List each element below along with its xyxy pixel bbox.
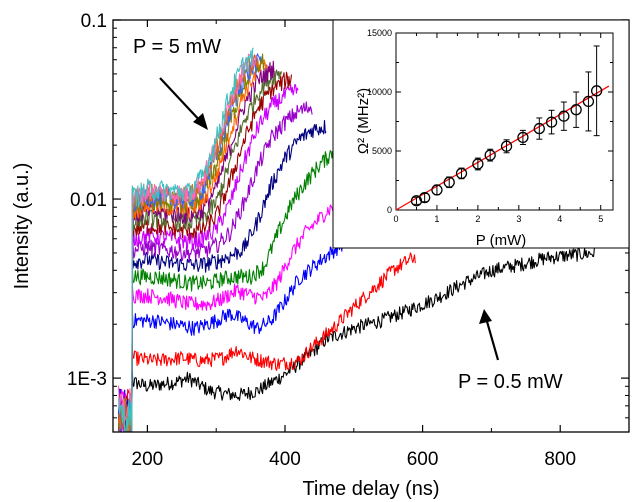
intensity-curve [118, 192, 348, 426]
inset-y-tick-label: 5000 [372, 146, 392, 156]
intensity-curve [117, 246, 596, 423]
inset-data-point [455, 167, 468, 180]
main-x-tick-label: 400 [269, 449, 301, 470]
main-x-tick-label: 800 [544, 449, 576, 470]
main-y-axis-title: Intensity (a.u.) [11, 163, 33, 290]
annotation-top-arrow-shaft [159, 77, 204, 125]
inset-data-point [582, 95, 595, 108]
main-y-tick-label: 0.01 [70, 190, 107, 211]
annotation-bottom-label: P = 0.5 mW [458, 371, 563, 393]
inset-data-point [517, 131, 529, 144]
inset-background [332, 19, 630, 249]
inset-series [395, 45, 610, 211]
annotation-bottom: P = 0.5 mW [458, 309, 563, 393]
intensity-curve [117, 59, 268, 432]
inset-data-point [590, 85, 603, 97]
inset-data-point [443, 176, 455, 188]
main-y-tick-label: 0.1 [81, 11, 107, 32]
inset-data-point [533, 122, 545, 135]
main-x-tick-label: 600 [407, 449, 439, 470]
annotation-bottom-arrow-shaft [484, 317, 500, 361]
inset-data-point [500, 140, 513, 152]
main-y-tick-label: 1E-3 [67, 369, 107, 390]
inset-x-tick-label: 4 [557, 214, 562, 224]
intensity-curve [117, 252, 416, 429]
inset-chart: 0 1 2 3 4 5 0 5000 10000 15000 P (mW) Ω² (MHz²) [332, 19, 630, 249]
inset-data-point [545, 116, 558, 128]
inset-x-tick-label: 5 [598, 214, 603, 224]
main-x-axis-title: Time delay (ns) [302, 478, 439, 500]
inset-data-point [558, 110, 570, 122]
main-curves [117, 47, 596, 432]
inset-y-tick-label: 0 [387, 205, 392, 215]
inset-x-tick-label: 0 [393, 214, 398, 224]
inset-ticks: 0 1 2 3 4 5 0 5000 10000 15000 [367, 28, 613, 224]
intensity-curve [117, 47, 254, 432]
intensity-curve [117, 150, 334, 432]
intensity-curve [118, 71, 293, 432]
inset-data-point [419, 191, 431, 204]
intensity-curve [117, 60, 275, 432]
inset-data-point [431, 184, 443, 196]
annotation-top-label: P = 5 mW [133, 36, 221, 58]
inset-y-tick-label: 10000 [367, 87, 392, 97]
intensity-curve [117, 101, 313, 432]
inset-data-point [570, 104, 582, 116]
annotation-top: P = 5 mW [133, 36, 221, 130]
intensity-curve [117, 51, 257, 422]
inset-y-axis-title: Ω² (MHz²) [355, 88, 372, 154]
inset-data-point [472, 158, 484, 170]
inset-x-axis-title: P (mW) [476, 232, 527, 249]
intensity-curve [117, 227, 361, 426]
annotation-top-arrowhead [193, 113, 208, 130]
inset-x-tick-label: 3 [516, 214, 521, 224]
annotation-bottom-arrowhead [479, 309, 492, 324]
inset-x-tick-label: 2 [475, 214, 480, 224]
inset-x-tick-label: 1 [434, 214, 439, 224]
inset-data-point [484, 149, 496, 161]
inset-y-tick-label: 15000 [367, 28, 392, 38]
main-x-tick-label: 200 [132, 449, 164, 470]
